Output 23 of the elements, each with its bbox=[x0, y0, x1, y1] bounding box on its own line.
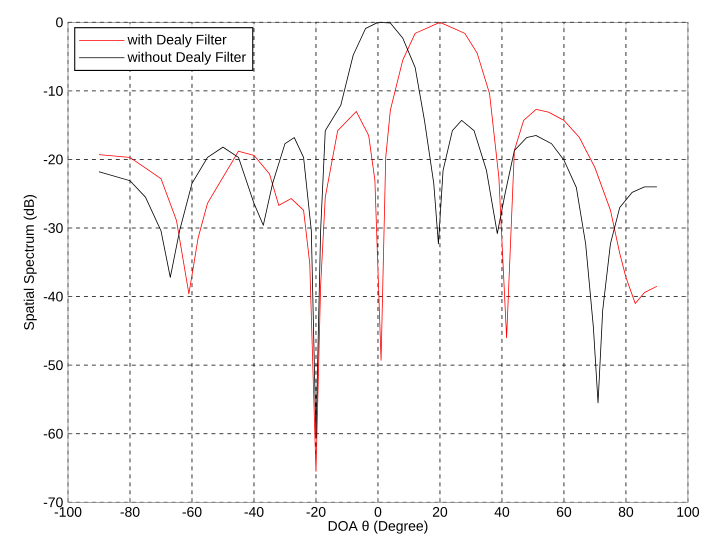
x-tick-label: -80 bbox=[120, 507, 140, 517]
y-tick-label: -70 bbox=[44, 497, 63, 508]
y-tick-label: -60 bbox=[44, 428, 63, 439]
y-tick-label: -30 bbox=[44, 223, 63, 233]
y-tick-label: -20 bbox=[44, 154, 63, 164]
x-tick-label: 0 bbox=[374, 507, 382, 517]
x-tick-label: 100 bbox=[677, 507, 700, 517]
legend-label: with Dealy Filter bbox=[127, 34, 226, 48]
y-tick-label: 0 bbox=[56, 17, 63, 28]
x-tick-label: 80 bbox=[618, 507, 634, 517]
x-tick-label: 20 bbox=[432, 507, 448, 517]
x-tick-label: -100 bbox=[54, 507, 82, 517]
y-tick-label: -10 bbox=[44, 86, 63, 96]
x-tick-label: 60 bbox=[556, 507, 572, 517]
x-tick-label: -20 bbox=[306, 507, 326, 517]
legend-label: without Dealy Filter bbox=[127, 52, 246, 65]
x-tick-label: -60 bbox=[182, 507, 202, 517]
y-axis-title: Spatial Spectrum (dB) bbox=[24, 195, 37, 330]
x-tick-label: 40 bbox=[494, 507, 510, 517]
x-tick-label: -40 bbox=[244, 507, 264, 517]
y-tick-label: -40 bbox=[44, 292, 63, 302]
x-axis-title: DOA θ (Degree) bbox=[328, 520, 428, 534]
y-tick-label: -50 bbox=[44, 360, 63, 370]
